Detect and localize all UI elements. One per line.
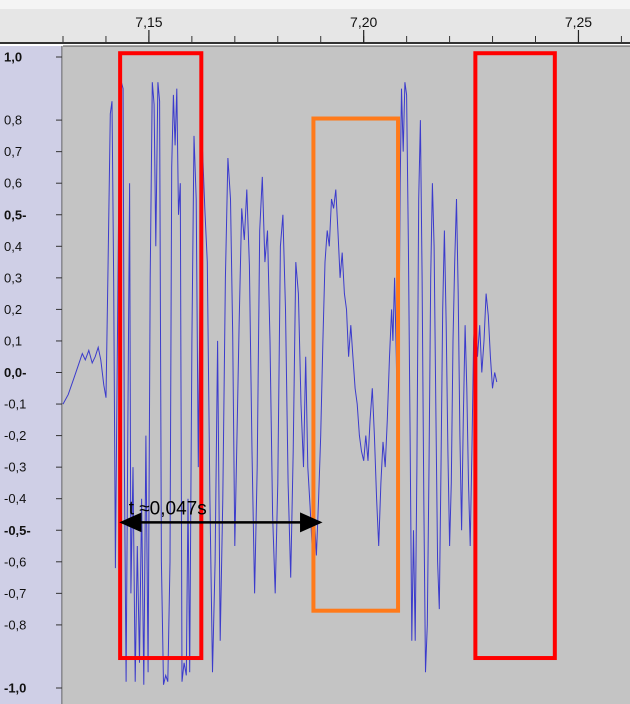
y-tick-label: 0,3 <box>4 270 22 285</box>
y-tick-label: 0,8 <box>4 113 22 128</box>
amplitude-axis-panel[interactable] <box>0 46 62 704</box>
interval-label: t ≈0,047s <box>129 498 207 519</box>
interval-annotation: t ≈0,047s <box>119 498 323 533</box>
y-tick-label: -0,1 <box>4 397 26 412</box>
y-tick-label: 0,1 <box>4 333 22 348</box>
highlight-boxes <box>118 51 557 661</box>
y-tick-label: -0,8 <box>4 617 26 632</box>
highlight-box-2 <box>311 116 401 613</box>
x-tick-label: 7,15 <box>135 14 162 30</box>
waveform-line <box>62 82 498 685</box>
plot-area[interactable] <box>63 46 630 704</box>
y-tick-label: -0,3 <box>4 460 26 475</box>
highlight-box-3 <box>473 51 557 661</box>
y-tick-label: 1,0 <box>4 50 22 65</box>
y-tick-label: -0,4 <box>4 491 26 506</box>
y-tick-label: 0,2 <box>4 302 22 317</box>
y-tick-label: -0,6 <box>4 554 26 569</box>
y-tick-label: 0,7 <box>4 144 22 159</box>
y-tick-label: 0,5- <box>4 207 26 222</box>
highlight-box-1 <box>118 51 204 661</box>
y-tick-label: -0,2 <box>4 428 26 443</box>
y-tick-label: 0,4 <box>4 239 22 254</box>
y-tick-label: -0,5- <box>4 523 31 538</box>
y-tick-label: -0,7 <box>4 586 26 601</box>
y-tick-label: 0,6 <box>4 176 22 191</box>
y-axis: 1,0 0,8 0,7 0,6 0,5- 0,4 0,3 0,2 0,1 0,0- -0,1 -0,2… <box>4 50 62 696</box>
y-tick-label: 0,0- <box>4 365 26 380</box>
x-tick-label: 7,25 <box>565 14 592 30</box>
x-tick-label: 7,20 <box>350 14 377 30</box>
y-tick-label: -1,0 <box>4 681 26 696</box>
x-axis: 7,15 7,20 7,25 <box>62 14 622 43</box>
time-ruler-top-strip <box>0 0 630 9</box>
